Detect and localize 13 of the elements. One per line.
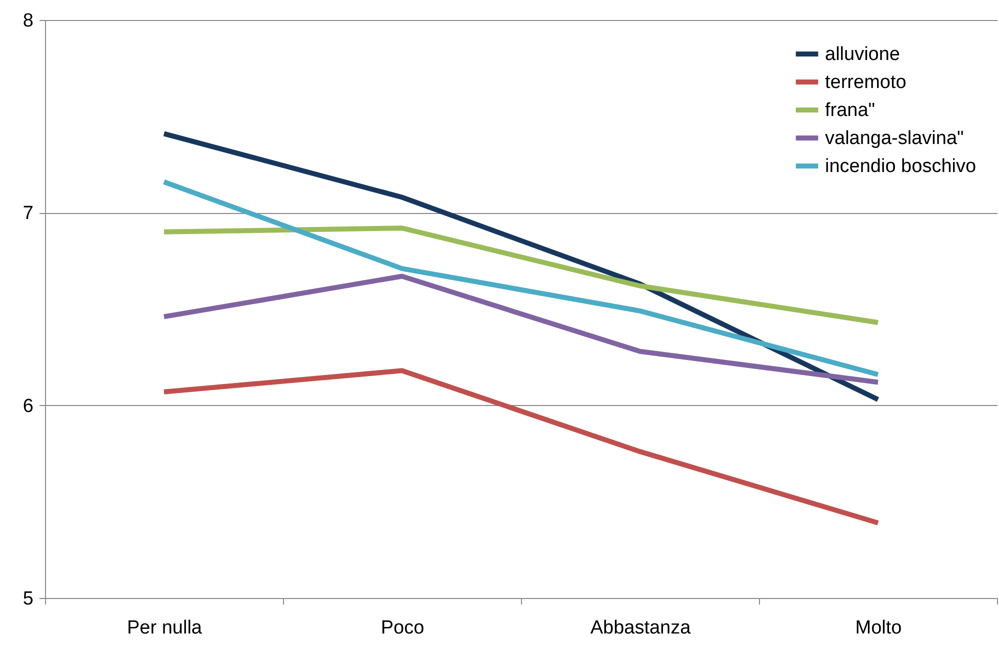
x-tick-label: Poco [380,618,424,638]
x-tick-label: Abbastanza [590,618,692,638]
legend-label: alluvione [825,44,900,65]
legend-label: valanga-slavina" [825,128,964,149]
x-tick-label: Per nulla [127,618,202,638]
y-tick-label: 6 [22,396,34,417]
x-tick-label: Molto [855,618,902,638]
y-tick-label: 5 [22,588,34,610]
legend-label: frana" [825,100,876,121]
y-tick-label: 8 [22,10,34,32]
y-tick-label: 7 [22,203,34,224]
legend-label: terremoto [825,72,906,93]
legend-label: incendio boschivo [825,156,976,177]
